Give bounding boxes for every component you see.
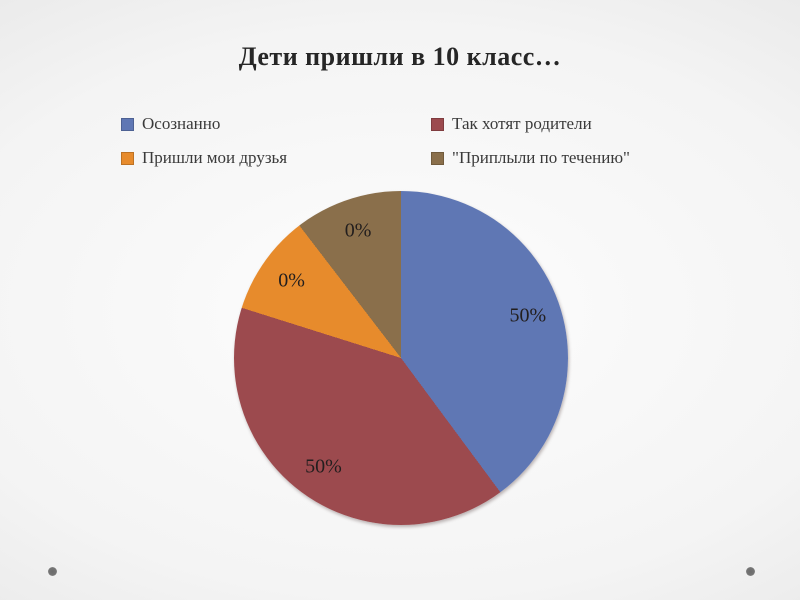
pie-data-label: 50% <box>305 455 342 478</box>
legend-item: Так хотят родители <box>431 112 741 136</box>
pie-data-label: 50% <box>509 304 547 327</box>
decor-dot-right <box>746 567 755 576</box>
legend-label: Пришли мои друзья <box>142 148 288 167</box>
legend-item: Осознанно <box>121 112 431 136</box>
legend-color-swatch <box>431 117 444 131</box>
slide-title: Дети пришли в 10 класс… <box>238 42 562 71</box>
legend-color-swatch <box>121 117 134 131</box>
legend-item: "Приплыли по течению" <box>431 146 741 170</box>
legend-color-swatch <box>431 151 444 165</box>
decor-dot-left <box>48 567 57 576</box>
pie-data-label: 0% <box>278 269 305 292</box>
chart-legend: Осознанно Пришли мои друзья Так хотят ро… <box>121 112 741 170</box>
legend-item: Пришли мои друзья <box>121 146 431 170</box>
pie-plot-area <box>234 191 568 525</box>
legend-label: Осознанно <box>142 114 221 133</box>
legend-label: "Приплыли по течению" <box>452 148 630 167</box>
pie-data-label: 0% <box>344 219 372 242</box>
pie-chart: 50% 50% 0% 0% <box>234 191 568 525</box>
legend-label: Так хотят родители <box>452 114 592 133</box>
legend-color-swatch <box>121 151 134 165</box>
